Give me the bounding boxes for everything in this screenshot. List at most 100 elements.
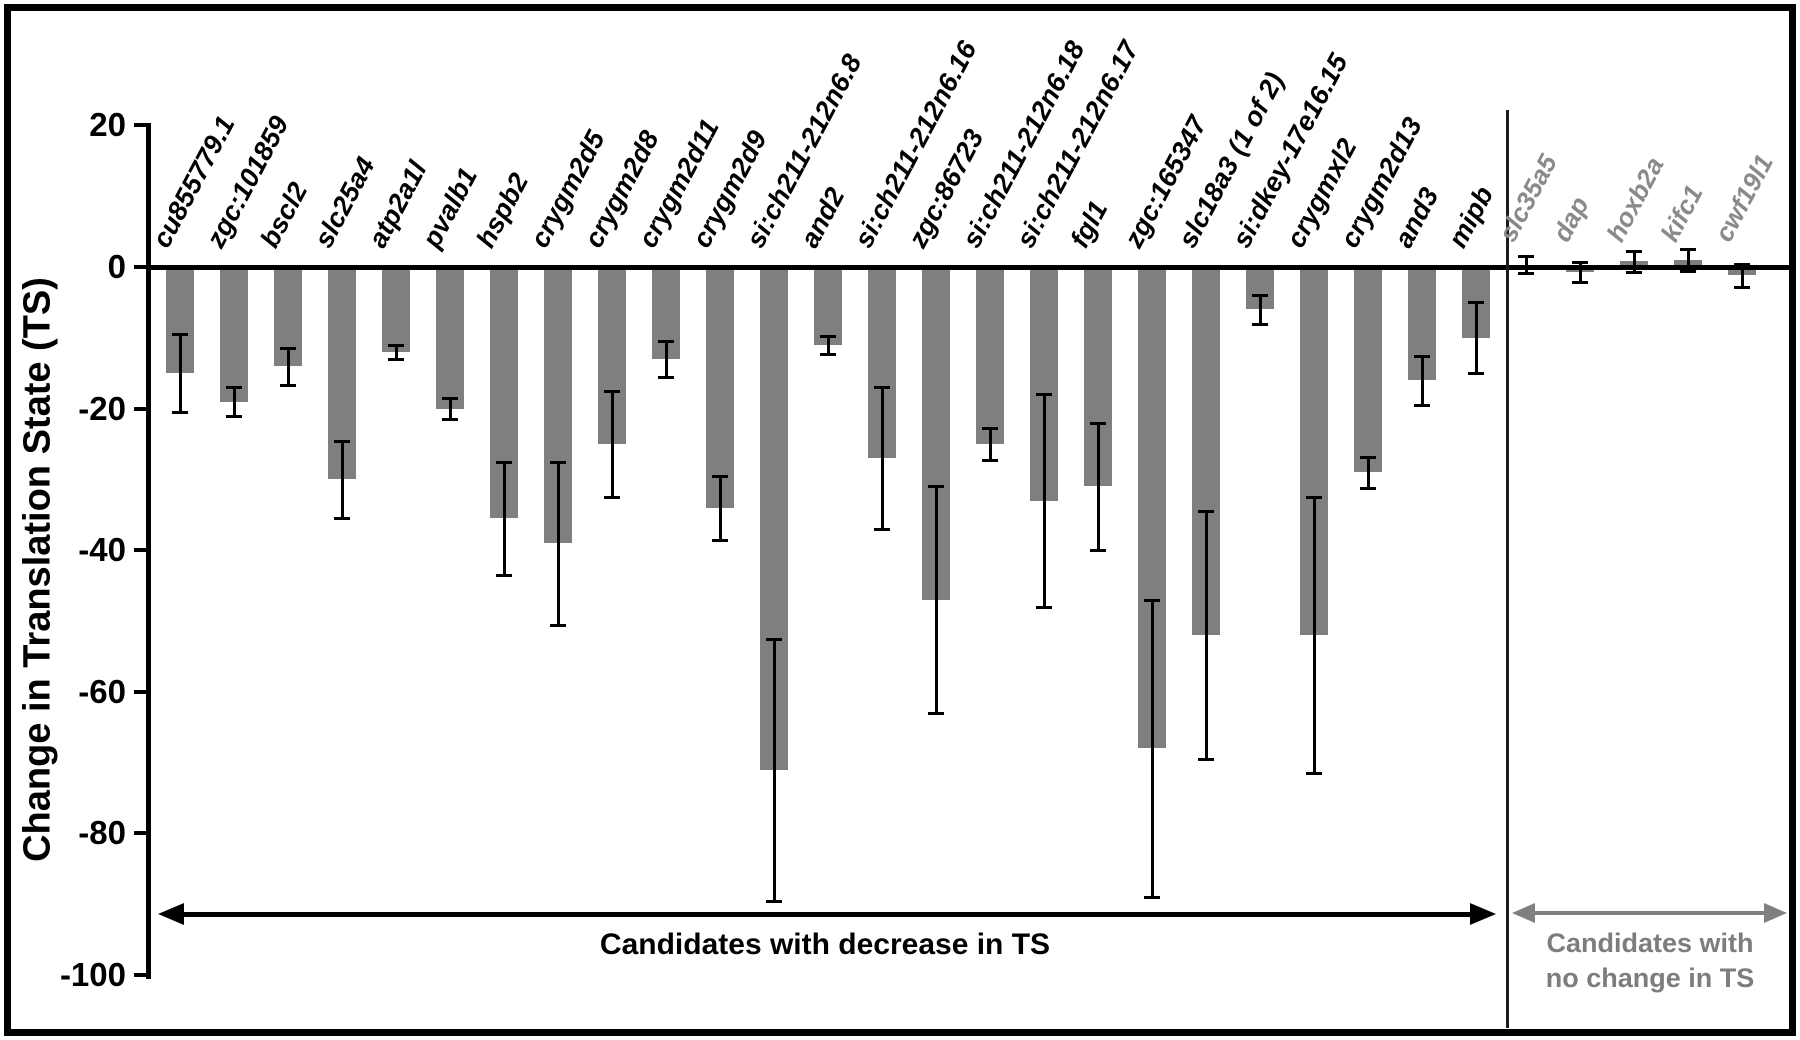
y-tick	[134, 406, 151, 411]
x-axis-zero-line	[146, 265, 1790, 270]
error-bar-bottom-cap	[172, 411, 188, 415]
error-bar-top-cap	[928, 485, 944, 489]
error-bar	[826, 335, 830, 355]
error-bar-bottom-cap	[280, 383, 296, 387]
decrease-arrow-line	[180, 912, 1476, 917]
error-bar-top-cap	[1090, 421, 1106, 425]
error-bar-top-cap	[874, 386, 890, 390]
error-bar	[448, 397, 452, 420]
y-tick-label: 0	[107, 248, 126, 285]
error-bar-top-cap	[1306, 496, 1322, 500]
error-bar	[286, 347, 290, 385]
bar	[436, 267, 464, 409]
y-tick-label: -80	[78, 814, 126, 852]
y-tick	[134, 265, 151, 269]
no-change-arrow-line	[1532, 911, 1766, 915]
bar	[976, 267, 1004, 444]
error-bar-bottom-cap	[874, 527, 890, 531]
no-change-arrow-left-head-icon	[1512, 903, 1535, 923]
y-tick-label: -20	[78, 389, 126, 427]
error-bar-top-cap	[226, 386, 242, 390]
error-bar-top-cap	[1518, 255, 1534, 259]
error-bar	[502, 461, 506, 575]
error-bar	[1740, 264, 1744, 287]
bar	[220, 267, 248, 402]
error-bar-bottom-cap	[658, 375, 674, 379]
error-bar-top-cap	[1144, 598, 1160, 602]
error-bar-bottom-cap	[982, 458, 998, 462]
error-bar	[1686, 249, 1690, 271]
error-bar	[1524, 256, 1528, 274]
error-bar	[1204, 511, 1208, 760]
error-bar-top-cap	[1680, 248, 1696, 252]
error-bar-top-cap	[1414, 354, 1430, 358]
error-bar-bottom-cap	[1036, 605, 1052, 609]
error-bar-bottom-cap	[442, 418, 458, 422]
y-tick	[134, 831, 151, 836]
error-bar	[1632, 250, 1636, 272]
decrease-arrow-left-head-icon	[158, 903, 184, 925]
decrease-arrow-right-head-icon	[1470, 903, 1496, 925]
error-bar	[1474, 302, 1478, 374]
y-tick-label: 20	[89, 106, 126, 144]
error-bar	[610, 390, 614, 498]
error-bar	[556, 461, 560, 625]
error-bar	[880, 387, 884, 529]
error-bar-top-cap	[1198, 510, 1214, 514]
error-bar	[1366, 456, 1370, 488]
group-divider-line	[1506, 110, 1509, 1028]
y-tick	[134, 548, 151, 553]
error-bar-bottom-cap	[550, 623, 566, 627]
error-bar-bottom-cap	[604, 496, 620, 500]
error-bar-top-cap	[496, 460, 512, 464]
error-bar-bottom-cap	[1734, 285, 1750, 289]
error-bar-bottom-cap	[1144, 896, 1160, 900]
error-bar-bottom-cap	[1252, 322, 1268, 326]
error-bar-top-cap	[442, 396, 458, 400]
error-bar-bottom-cap	[766, 899, 782, 903]
no-change-caption-line: no change in TS	[1545, 963, 1755, 993]
error-bar-top-cap	[982, 427, 998, 431]
error-bar-top-cap	[550, 460, 566, 464]
error-bar-bottom-cap	[1198, 758, 1214, 762]
error-bar	[1096, 422, 1100, 551]
error-bar	[718, 475, 722, 540]
error-bar-top-cap	[1572, 261, 1588, 265]
error-bar-bottom-cap	[1572, 280, 1588, 284]
error-bar-bottom-cap	[712, 538, 728, 542]
error-bar-top-cap	[820, 334, 836, 338]
error-bar-bottom-cap	[226, 414, 242, 418]
error-bar-top-cap	[604, 389, 620, 393]
error-bar-top-cap	[1626, 249, 1642, 253]
figure-border	[4, 4, 1796, 1036]
error-bar	[1578, 262, 1582, 282]
error-bar	[1312, 497, 1316, 774]
error-bar-bottom-cap	[1680, 269, 1696, 273]
y-tick	[134, 973, 151, 977]
error-bar-top-cap	[388, 343, 404, 347]
error-bar-top-cap	[1734, 263, 1750, 267]
y-tick-label: -40	[78, 531, 126, 569]
y-axis-line	[146, 123, 151, 979]
error-bar-bottom-cap	[1518, 272, 1534, 276]
error-bar-bottom-cap	[496, 573, 512, 577]
error-bar-top-cap	[766, 637, 782, 641]
error-bar	[1258, 295, 1262, 324]
y-tick	[134, 123, 151, 128]
error-bar-top-cap	[280, 346, 296, 350]
error-bar	[178, 334, 182, 413]
error-bar-top-cap	[334, 440, 350, 444]
error-bar-bottom-cap	[1414, 404, 1430, 408]
y-tick-label: -100	[59, 956, 126, 993]
error-bar-top-cap	[1468, 301, 1484, 305]
error-bar-top-cap	[1252, 294, 1268, 298]
no-change-group-caption: Candidates with no change in TS	[1500, 926, 1800, 996]
error-bar	[394, 344, 398, 360]
error-bar	[772, 638, 776, 901]
y-axis-title: Change in Translation State (TS)	[16, 277, 59, 862]
error-bar-bottom-cap	[1626, 270, 1642, 274]
error-bar-bottom-cap	[820, 353, 836, 357]
error-bar	[934, 486, 938, 714]
error-bar-bottom-cap	[1306, 772, 1322, 776]
